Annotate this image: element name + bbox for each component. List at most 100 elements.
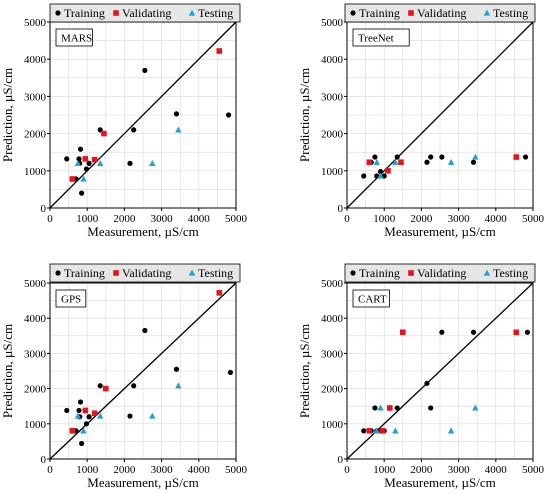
- y-tick-label: 2000: [24, 384, 47, 396]
- data-point-validating: [69, 428, 76, 434]
- chart-panel-2: 0 1000 2000 3000 4000 5000 0 1000 2000 3000 4000 50…: [297, 3, 545, 239]
- series-validating: [69, 48, 223, 182]
- data-point-training: [142, 327, 148, 334]
- legend-marker-training: [350, 10, 356, 16]
- data-point-training: [361, 428, 367, 434]
- data-point-training: [225, 112, 232, 118]
- y-tick-label: 2000: [321, 384, 344, 396]
- data-point-validating: [82, 156, 89, 162]
- data-point-training: [173, 366, 180, 372]
- legend-marker-training: [55, 270, 61, 276]
- data-point-testing: [377, 172, 384, 179]
- data-point-training: [439, 154, 445, 160]
- data-point-validating: [366, 159, 373, 166]
- data-point-validating: [386, 405, 393, 411]
- legend-label-training: Training: [359, 6, 400, 20]
- model-tag: GPS: [55, 289, 87, 308]
- legend-label-testing: Testing: [493, 6, 528, 20]
- model-tag-text: GPS: [61, 294, 81, 306]
- data-point-training: [83, 421, 90, 427]
- legend: Training Validating Testing: [49, 3, 241, 23]
- y-tick-label: 5000: [321, 17, 344, 29]
- data-point-training: [470, 329, 477, 335]
- data-point-testing: [149, 412, 156, 419]
- x-tick-label: 3000: [448, 464, 471, 476]
- x-tick-label: 4000: [485, 213, 508, 225]
- y-tick-label: 2000: [24, 129, 47, 141]
- data-point-training: [64, 156, 70, 162]
- legend-box: [344, 263, 536, 283]
- data-point-validating: [69, 176, 76, 182]
- x-tick-label: 4000: [188, 213, 211, 225]
- data-point-training: [424, 159, 430, 165]
- x-axis-label: Measurement, µS/cm: [87, 224, 198, 239]
- x-tick-label: 5000: [522, 464, 545, 476]
- y-axis-label: Prediction, µS/cm: [0, 324, 15, 418]
- x-tick-label: 3000: [448, 213, 471, 225]
- x-axis-label: Measurement, µS/cm: [384, 224, 495, 239]
- x-tick-label: 2000: [410, 213, 433, 225]
- data-point-validating: [379, 428, 386, 434]
- y-tick-label: 0: [338, 454, 344, 466]
- legend-box: [49, 263, 241, 283]
- model-tag-text: CART: [358, 294, 387, 306]
- legend-label-testing: Testing: [198, 6, 233, 20]
- data-point-training: [361, 173, 367, 179]
- data-point-validating: [101, 130, 107, 137]
- data-point-testing: [447, 158, 455, 165]
- x-axis-label: Measurement, µS/cm: [384, 475, 495, 490]
- data-point-validating: [216, 48, 223, 54]
- data-point-training: [227, 369, 234, 376]
- x-tick-label: 5000: [522, 213, 545, 225]
- data-point-training: [79, 190, 85, 196]
- data-point-testing: [373, 427, 380, 434]
- y-tick-label: 2000: [321, 129, 344, 141]
- legend-marker-testing: [483, 269, 491, 276]
- data-point-training: [439, 329, 445, 335]
- y-tick-label: 0: [41, 454, 47, 466]
- y-tick-label: 4000: [321, 54, 344, 66]
- series-testing: [373, 404, 479, 434]
- model-tag: TreeNet: [352, 28, 410, 47]
- data-point-validating: [91, 156, 98, 163]
- x-tick-label: 2000: [113, 464, 136, 476]
- model-tag-text: MARS: [61, 33, 92, 45]
- x-tick-label: 2000: [113, 213, 136, 225]
- x-tick-label: 4000: [485, 464, 508, 476]
- data-point-training: [428, 405, 434, 411]
- data-point-testing: [373, 158, 380, 165]
- x-tick-label: 0: [344, 464, 350, 476]
- data-point-training: [131, 383, 137, 389]
- data-point-testing: [472, 153, 479, 160]
- y-tick-label: 1000: [24, 419, 47, 431]
- data-point-training: [79, 440, 85, 447]
- x-tick-label: 1000: [373, 213, 396, 225]
- series-validating: [366, 329, 520, 434]
- data-point-training: [86, 414, 92, 420]
- data-point-training: [377, 168, 384, 175]
- data-point-training: [522, 154, 529, 160]
- data-point-training: [64, 407, 70, 414]
- data-point-training: [394, 154, 400, 160]
- data-point-validating: [385, 168, 391, 174]
- x-tick-label: 3000: [151, 464, 174, 476]
- data-point-training: [77, 399, 84, 405]
- legend: Training Validating Testing: [344, 263, 536, 283]
- data-point-testing: [472, 404, 479, 411]
- legend-marker-testing: [188, 269, 196, 276]
- chart-panel-4: 0 1000 2000 3000 4000 5000 0 1000 2000 3000 4000 50…: [297, 263, 545, 490]
- model-tag-box: [352, 28, 410, 47]
- data-point-validating: [400, 329, 406, 336]
- data-point-training: [127, 413, 133, 419]
- legend-label-validating: Validating: [122, 266, 171, 280]
- data-point-testing: [149, 159, 156, 166]
- data-point-training: [131, 127, 137, 133]
- data-point-testing: [392, 158, 399, 165]
- legend-marker-training: [350, 270, 356, 276]
- legend-marker-testing: [483, 9, 491, 16]
- data-point-training: [394, 405, 400, 411]
- data-point-validating: [82, 407, 89, 414]
- data-point-training: [86, 160, 92, 166]
- data-point-validating: [103, 385, 109, 392]
